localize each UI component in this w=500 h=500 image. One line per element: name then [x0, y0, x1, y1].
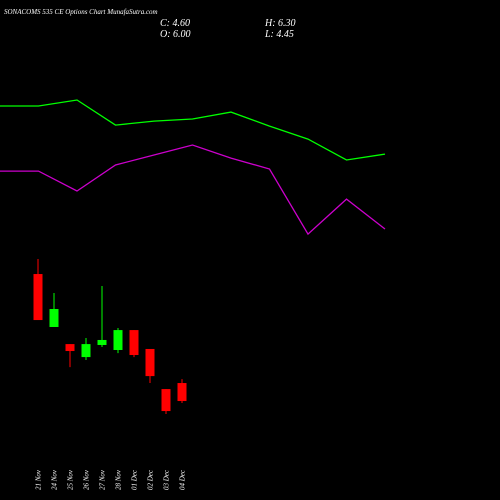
x-tick-label: 04 Dec [179, 469, 187, 490]
indicator-line [0, 144, 386, 236]
ohlc-label: H: 6.30 [264, 18, 296, 29]
candle-body [129, 330, 139, 356]
candle-body [65, 344, 75, 352]
x-tick-label: 02 Dec [147, 469, 155, 490]
x-tick-label: 21 Nov [35, 469, 43, 490]
x-tick-label: 03 Dec [163, 469, 171, 490]
x-tick-label: 26 Nov [83, 469, 91, 490]
candle-body [177, 383, 187, 402]
x-tick-label: 01 Dec [131, 469, 139, 490]
ohlc-label: L: 4.45 [264, 29, 294, 40]
candle-body [81, 344, 91, 358]
x-tick-label: 27 Nov [99, 469, 107, 490]
x-tick-label: 25 Nov [67, 469, 75, 490]
indicator-line [0, 99, 386, 161]
candle-body [97, 339, 107, 345]
candle-body [49, 308, 59, 327]
candle-body [33, 274, 43, 321]
ohlc-label: O: 6.00 [160, 29, 191, 40]
ohlc-label: C: 4.60 [160, 18, 190, 29]
candle-body [161, 389, 171, 412]
x-tick-label: 28 Nov [115, 469, 123, 490]
chart-title: SONACOMS 535 CE Options Chart MunafaSutr… [4, 8, 158, 16]
candle-body [113, 330, 123, 350]
x-tick-label: 24 Nov [51, 469, 59, 490]
candle-body [145, 348, 155, 377]
